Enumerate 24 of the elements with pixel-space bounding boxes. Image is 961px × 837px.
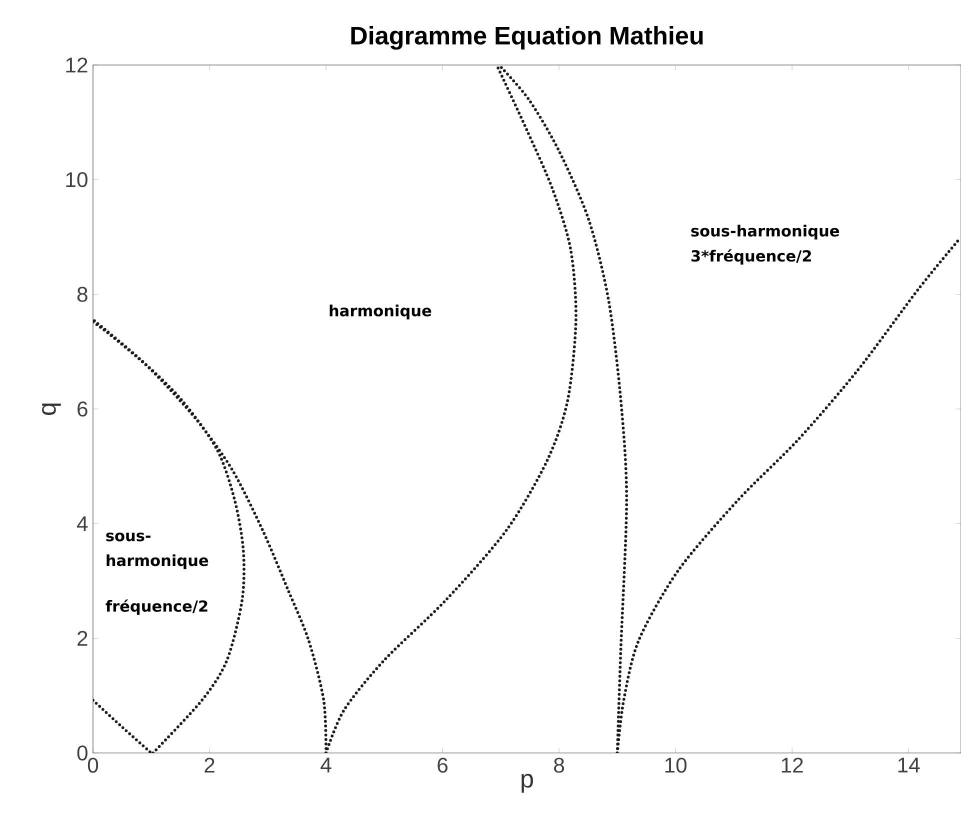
annotation: sous-harmonique [691,224,840,240]
y-tick-label: 2 [78,630,88,646]
x-tick-label: 10 [665,758,687,773]
annotation: 3*fréquence/2 [691,249,811,265]
annotation: fréquence/2 [106,599,208,615]
y-axis-title: q [42,404,61,415]
x-tick-label: 6 [438,758,448,773]
x-tick-label: 8 [554,758,564,773]
y-tick-label: 4 [76,516,88,531]
y-tick-label: 10 [66,172,88,188]
chart-title: Diagramme Equation Mathieu [351,26,703,50]
x-tick-label: 0 [88,758,98,773]
annotation: harmonique [330,304,432,320]
x-tick-label: 4 [320,758,332,772]
annotation: harmonique [106,554,208,570]
y-tick-label: 6 [78,401,88,417]
x-axis-title: p [522,774,533,793]
annotation: sous- [106,532,150,542]
y-tick-label: 8 [77,286,88,302]
x-tick-label: 2 [204,758,214,773]
y-tick-label: 0 [77,745,88,761]
y-tick-label: 12 [66,58,88,72]
x-tick-label: 12 [782,758,803,773]
x-tick-label: 14 [898,758,920,772]
